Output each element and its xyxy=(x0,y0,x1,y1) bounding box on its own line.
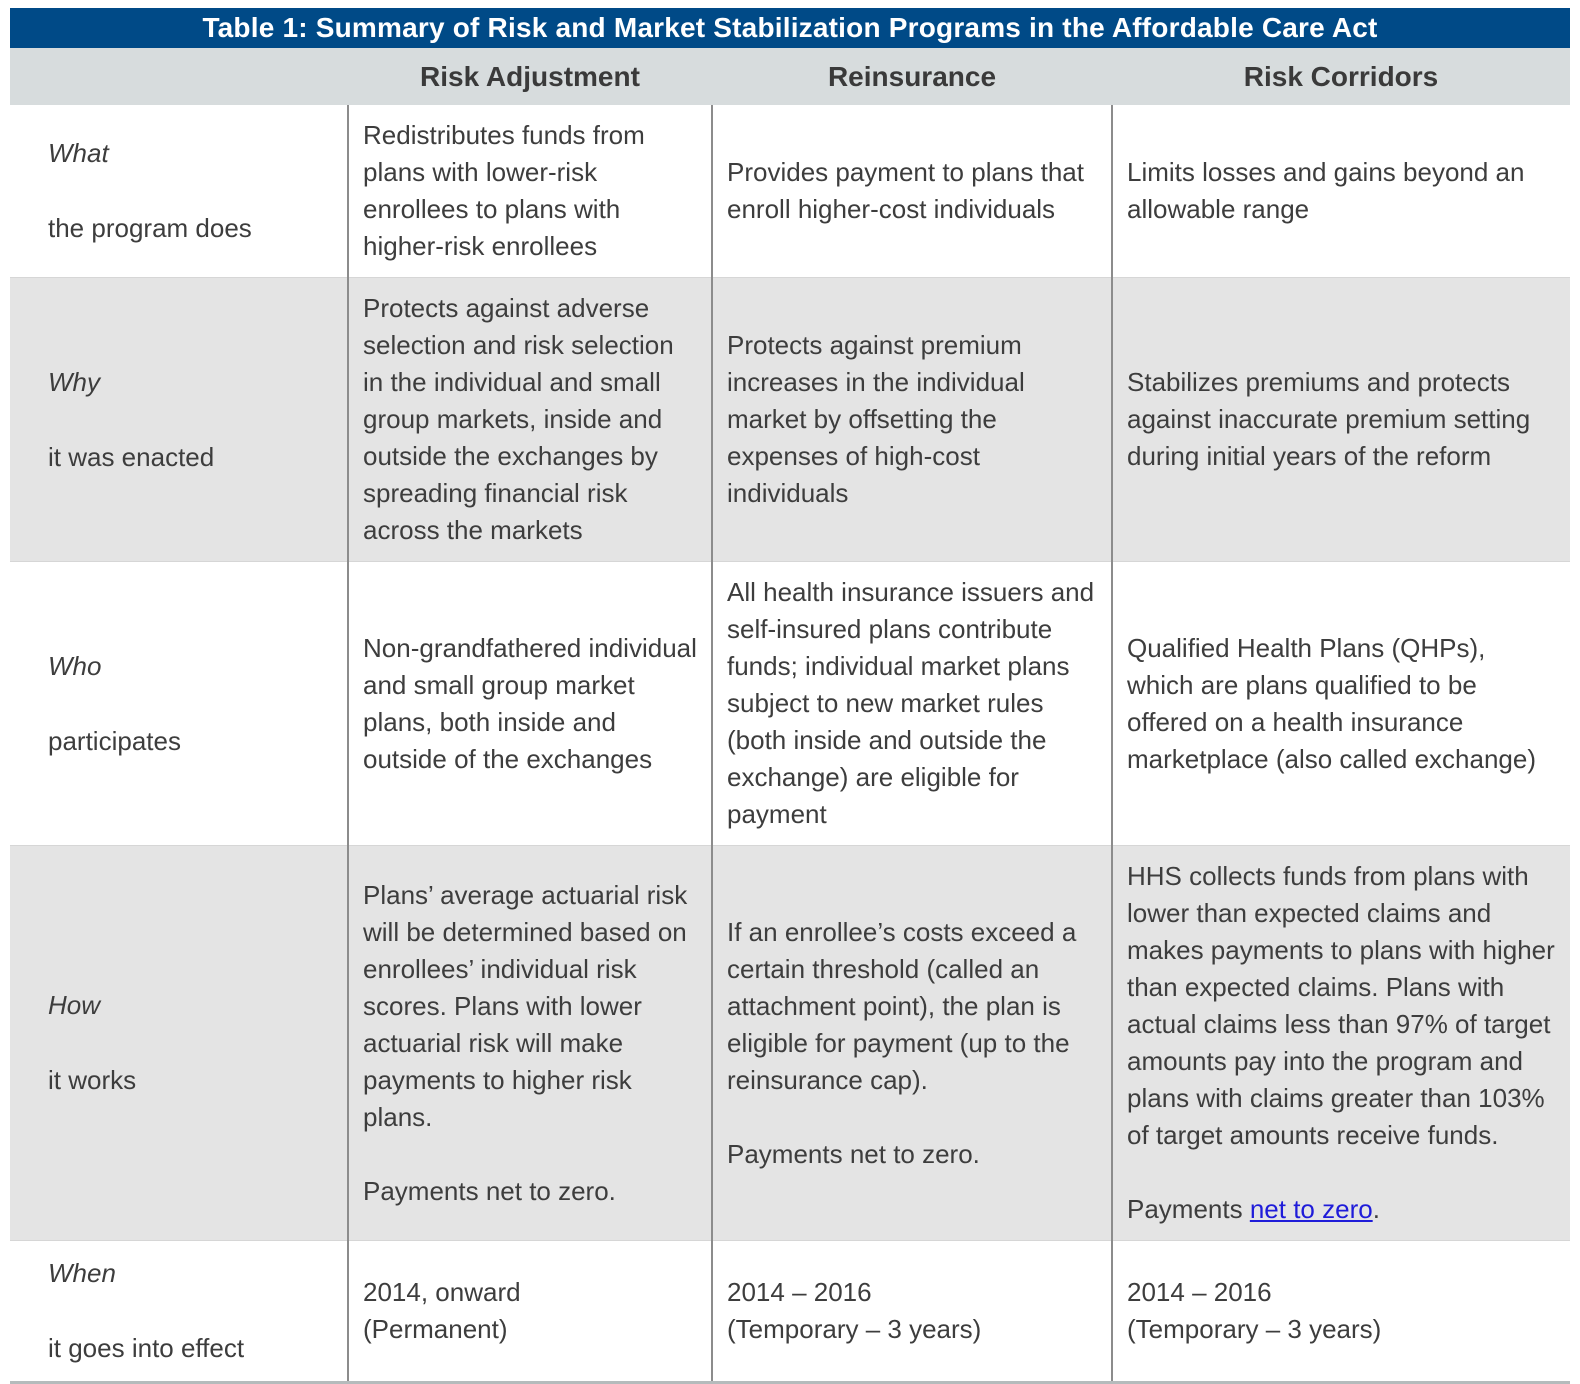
row-label-term: What xyxy=(48,138,109,168)
cell-paragraph: Redistributes funds from plans with lowe… xyxy=(363,120,645,261)
table-cell: Plans’ average actuarial risk will be de… xyxy=(347,845,712,1241)
summary-table: Risk Adjustment Reinsurance Risk Corridors… xyxy=(10,48,1570,1384)
column-header: Risk Corridors xyxy=(1112,48,1570,105)
cell-paragraph: Protects against premium increases in th… xyxy=(727,330,1025,508)
table-cell: Stabilizes premiums and protects against… xyxy=(1111,277,1570,562)
table-cell: If an enrollee’s costs exceed a certain … xyxy=(711,845,1112,1241)
cell-paragraph: Payments net to zero. xyxy=(727,1138,980,1169)
table-cell: 2014, onward (Permanent) xyxy=(347,1240,712,1383)
table-row: What the program does Redistributes funds … xyxy=(10,105,1570,278)
table-cell: 2014 – 2016 (Temporary – 3 years) xyxy=(711,1240,1112,1383)
cell-paragraph: 2014 – 2016 (Temporary – 3 years) xyxy=(727,1277,982,1344)
cell-paragraph: Protects against adverse selection and r… xyxy=(363,293,674,545)
cell-paragraph: 2014, onward (Permanent) xyxy=(363,1277,521,1344)
cell-paragraph: Non-grandfathered individual and small g… xyxy=(363,632,697,774)
table-cell: Limits losses and gains beyond an allowa… xyxy=(1111,105,1570,278)
table-row: Why it was enacted Protects against advers… xyxy=(10,277,1570,562)
table-title-bar: Table 1: Summary of Risk and Market Stab… xyxy=(10,8,1570,48)
cell-paragraph: Limits losses and gains beyond an allowa… xyxy=(1127,157,1525,224)
cell-paragraph: Stabilizes premiums and protects against… xyxy=(1127,367,1531,471)
table-cell: Redistributes funds from plans with lowe… xyxy=(347,105,712,278)
table-row: How it works Plans’ average actuarial risk… xyxy=(10,845,1570,1241)
cell-paragraph: HHS collects funds from plans with lower… xyxy=(1127,861,1555,1150)
table-cell: All health insurance issuers and self-in… xyxy=(711,561,1112,846)
net-to-zero-link[interactable]: net to zero xyxy=(1249,1194,1373,1224)
table-cell: Provides payment to plans that enroll hi… xyxy=(711,105,1112,278)
row-label-cell: Who participates xyxy=(10,561,348,846)
cell-paragraph: Payments net to zero. xyxy=(363,1175,616,1206)
table-cell: Non-grandfathered individual and small g… xyxy=(347,561,712,846)
cell-paragraph: Provides payment to plans that enroll hi… xyxy=(727,157,1084,224)
cell-paragraph: Plans’ average actuarial risk will be de… xyxy=(363,879,688,1132)
cell-paragraph: All health insurance issuers and self-in… xyxy=(727,577,1095,829)
cell-paragraph: 2014 – 2016 (Temporary – 3 years) xyxy=(1127,1277,1382,1344)
row-label-term: Who xyxy=(48,650,102,681)
table-row: Who participates Non-grandfathered individ… xyxy=(10,561,1570,846)
header-row: Risk Adjustment Reinsurance Risk Corridors xyxy=(10,48,1570,105)
row-label-desc: it goes into effect xyxy=(48,1333,245,1363)
table-title: Table 1: Summary of Risk and Market Stab… xyxy=(202,12,1378,43)
row-label-cell: What the program does xyxy=(10,105,348,278)
cell-paragraph: Payments net to zero. xyxy=(1127,1194,1380,1224)
table-cell: Protects against adverse selection and r… xyxy=(347,277,712,562)
document-page: Table 1: Summary of Risk and Market Stab… xyxy=(10,8,1570,1384)
table-cell: 2014 – 2016 (Temporary – 3 years) xyxy=(1111,1240,1570,1383)
row-label-term: When xyxy=(48,1258,116,1288)
row-label-term: Why xyxy=(48,366,100,397)
row-label-cell: Why it was enacted xyxy=(10,277,348,562)
cell-paragraph: If an enrollee’s costs exceed a certain … xyxy=(727,916,1077,1095)
row-label-desc: it was enacted xyxy=(48,441,215,472)
row-label-term: How xyxy=(48,990,101,1020)
table-row: When it goes into effect 2014, onward (Per… xyxy=(10,1240,1570,1383)
column-header: Reinsurance xyxy=(712,48,1112,105)
table-cell: HHS collects funds from plans with lower… xyxy=(1111,845,1570,1241)
column-header-empty xyxy=(10,48,348,105)
table-body: What the program does Redistributes funds … xyxy=(10,105,1570,1383)
row-label-cell: How it works xyxy=(10,845,348,1241)
row-label-desc: participates xyxy=(48,725,181,756)
cell-paragraph: Qualified Health Plans (QHPs), which are… xyxy=(1127,632,1536,774)
row-label-desc: it works xyxy=(48,1065,137,1095)
column-header: Risk Adjustment xyxy=(348,48,712,105)
table-cell: Protects against premium increases in th… xyxy=(711,277,1112,562)
row-label-cell: When it goes into effect xyxy=(10,1240,348,1383)
row-label-desc: the program does xyxy=(48,213,252,243)
table-cell: Qualified Health Plans (QHPs), which are… xyxy=(1111,561,1570,846)
